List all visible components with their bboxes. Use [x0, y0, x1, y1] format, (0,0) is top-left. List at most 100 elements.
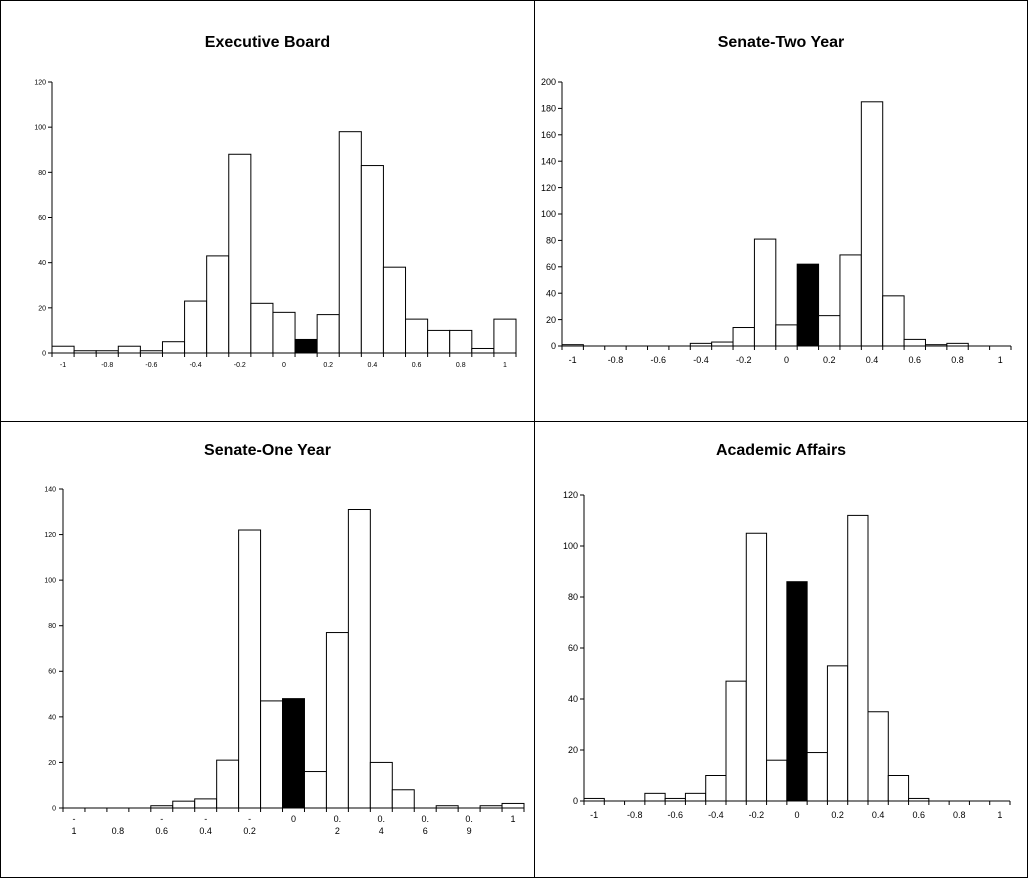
x-tick-label: 1 [71, 826, 76, 836]
bar [867, 711, 889, 802]
x-tick-label: 0. [378, 814, 386, 824]
y-tick-label: 140 [541, 156, 556, 166]
x-tick-label: 0.2 [323, 362, 333, 369]
y-tick-label: 100 [541, 209, 556, 219]
x-tick-label: - [248, 814, 251, 824]
bar [644, 792, 666, 802]
histogram-executive-board: 0 20 40 60 80 100 120 -1 -0.8 -0.6 -0.4 -0.2 0 0.2 0.4… [34, 79, 517, 369]
histogram-academic-affairs: 0 20 40 60 80 100 120 -1 -0.8 -0.6 -0.4 -0.2 0 0.2 0.4… [563, 490, 1011, 820]
bar [826, 665, 849, 802]
bar [732, 327, 755, 347]
bar [847, 514, 869, 802]
x-tick-label: -0.2 [749, 810, 765, 820]
y-tick-label: 120 [34, 79, 46, 86]
bar [360, 165, 384, 354]
x-tick-label: -0.2 [736, 355, 752, 365]
bar [753, 238, 777, 347]
bar [51, 345, 75, 354]
y-tick-label: 20 [48, 760, 56, 767]
y-tick-label: 120 [541, 183, 556, 193]
chart-title: Senate-Two Year [717, 34, 845, 51]
bar [325, 632, 349, 809]
y-tick-label: 120 [44, 532, 56, 539]
x-tick-label: 0 [794, 810, 799, 820]
bar [382, 266, 407, 354]
y-tick-label: 100 [44, 578, 56, 585]
bar [184, 300, 208, 354]
y-tick-label: 60 [546, 262, 556, 272]
x-tick-label: -1 [569, 355, 577, 365]
bar [238, 529, 262, 809]
y-tick-label: 0 [551, 341, 556, 351]
x-tick-label: 0.6 [156, 826, 169, 836]
bar [391, 789, 415, 809]
y-tick-label: 60 [48, 669, 56, 676]
x-tick-label: 0 [784, 355, 789, 365]
bar [775, 324, 798, 347]
bar [882, 295, 905, 347]
y-tick-label: 100 [563, 541, 578, 551]
x-tick-label: -0.6 [668, 810, 684, 820]
bar [449, 329, 473, 354]
bar [501, 802, 525, 809]
x-tick-label: 0.8 [951, 355, 964, 365]
x-tick-label: 0.4 [368, 362, 378, 369]
x-tick-label: -0.6 [650, 355, 666, 365]
y-tick-label: 0 [52, 805, 56, 812]
x-tick-label: 0. [421, 814, 429, 824]
bar [216, 759, 240, 809]
bar [705, 775, 727, 802]
y-tick-label: 160 [541, 130, 556, 140]
highlighted-bar [786, 581, 808, 802]
bar [250, 302, 274, 354]
bar [887, 775, 910, 802]
bar [427, 329, 451, 354]
x-tick-label: -0.8 [627, 810, 643, 820]
y-tick-label: 80 [568, 592, 578, 602]
x-tick-label: - [72, 814, 75, 824]
x-tick-label: 1 [997, 810, 1002, 820]
bar [903, 338, 926, 347]
x-tick-label: 4 [379, 826, 384, 836]
x-tick-label: - [160, 814, 163, 824]
x-tick-label: 0.4 [199, 826, 212, 836]
bar [684, 792, 707, 802]
y-tick-label: 20 [568, 745, 578, 755]
bar [471, 347, 495, 354]
x-tick-label: 0.4 [866, 355, 879, 365]
x-tick-label: 2 [335, 826, 340, 836]
bar [369, 761, 393, 809]
chart-title: Executive Board [204, 34, 331, 51]
x-tick-label: 0.8 [953, 810, 966, 820]
bar [338, 131, 362, 354]
chart-panel-academic-affairs: Academic Affairs 0 20 40 60 80 100 120 -1 -0.8 -0… [534, 421, 1028, 878]
y-tick-label: 180 [541, 104, 556, 114]
x-tick-label: 0.8 [112, 826, 125, 836]
y-tick-label: 140 [44, 486, 56, 493]
x-tick-label: 0.2 [831, 810, 844, 820]
bar [745, 532, 768, 802]
y-tick-label: 0 [42, 350, 46, 357]
y-tick-label: 40 [568, 694, 578, 704]
x-tick-label: -0.4 [708, 810, 724, 820]
highlighted-bar [282, 698, 305, 809]
x-tick-label: 9 [467, 826, 472, 836]
bar [860, 101, 884, 347]
x-tick-label: -0.4 [190, 362, 202, 369]
x-tick-label: 0.2 [823, 355, 836, 365]
x-tick-label: 1 [998, 355, 1003, 365]
y-tick-label: 80 [546, 236, 556, 246]
bar [206, 255, 230, 354]
y-tick-label: 80 [48, 623, 56, 630]
x-tick-label: 0.6 [909, 355, 922, 365]
x-tick-label: 0. [465, 814, 473, 824]
bar [303, 771, 327, 809]
x-tick-label: 0.2 [243, 826, 256, 836]
chart-title: Academic Affairs [715, 442, 847, 459]
bar [818, 315, 841, 347]
x-tick-label: 0. [334, 814, 342, 824]
x-tick-label: 6 [423, 826, 428, 836]
y-tick-label: 60 [38, 215, 46, 222]
x-tick-label: 0 [282, 362, 286, 369]
